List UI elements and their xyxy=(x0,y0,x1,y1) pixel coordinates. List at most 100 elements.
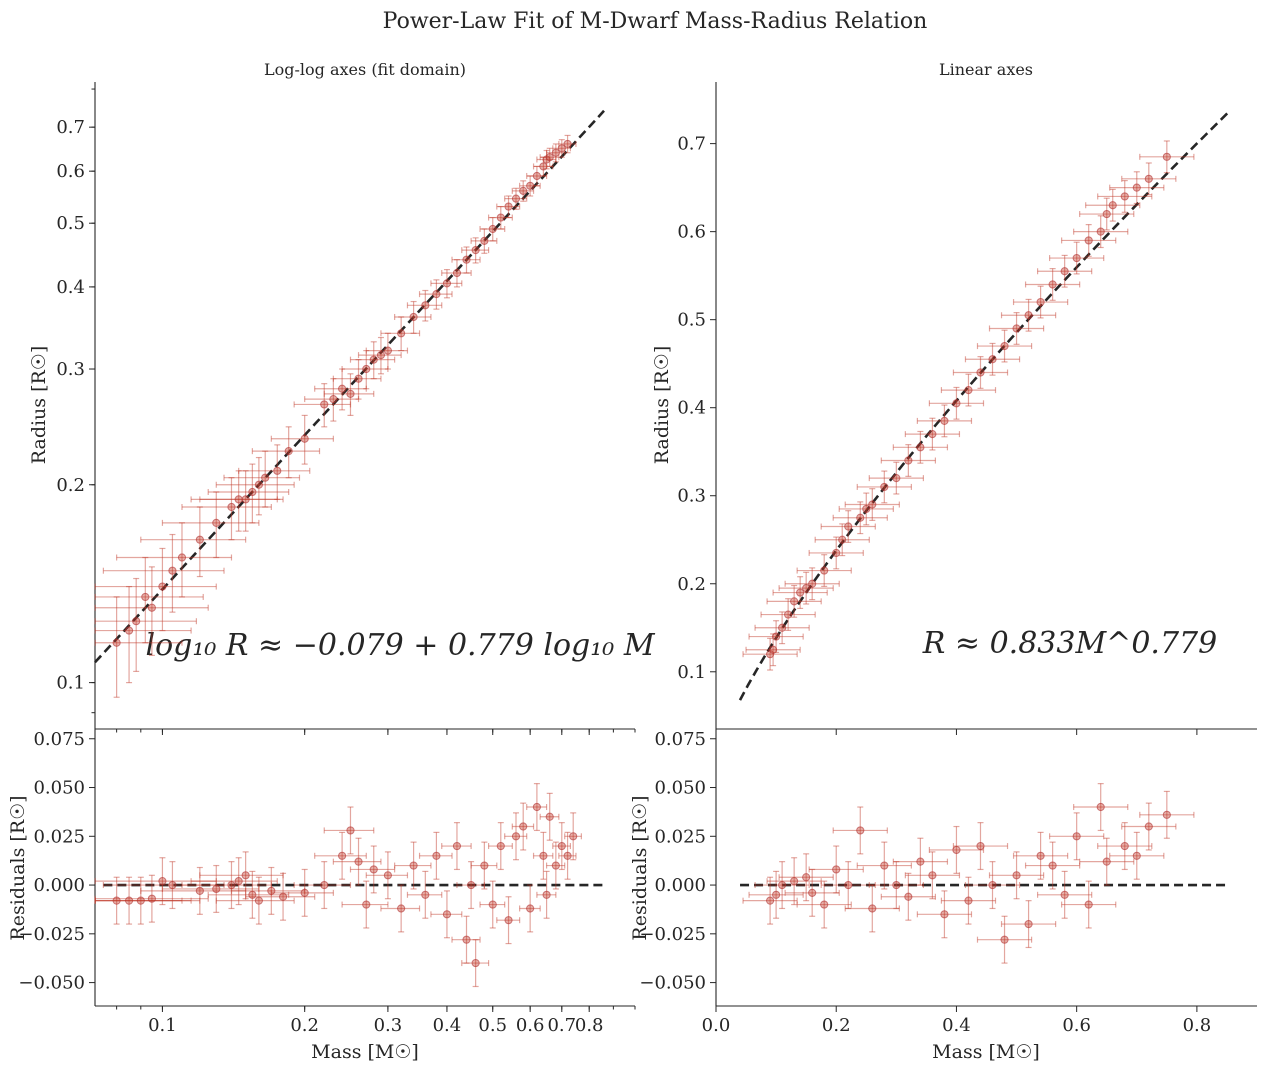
y-tick-label: 0.000 xyxy=(33,875,85,896)
data-point xyxy=(141,592,150,602)
data-point xyxy=(519,822,528,831)
error-bar xyxy=(394,300,432,334)
data-point xyxy=(563,139,572,149)
y-tick-label: 0.050 xyxy=(33,778,85,799)
data-point xyxy=(496,841,505,851)
data-point xyxy=(241,871,250,880)
error-bar xyxy=(341,880,389,929)
error-bar xyxy=(380,316,421,352)
error-bar xyxy=(832,806,888,855)
data-point xyxy=(147,603,156,612)
y-tick-label: 0.5 xyxy=(677,310,706,331)
error-bar xyxy=(532,831,554,880)
error-bar xyxy=(754,861,810,910)
y-tick-label: −0.025 xyxy=(639,924,706,945)
data-point xyxy=(227,502,236,512)
data-point xyxy=(376,350,386,360)
data-point xyxy=(844,880,853,890)
panel-bottom-left: 0.1 0.2 0.3 0.4 0.5 0.6 0.70.8 −0.050 −0.025 0.00… xyxy=(18,729,636,1036)
data-point xyxy=(808,579,817,588)
error-bar xyxy=(406,870,443,919)
data-point xyxy=(545,812,554,821)
ylabel-linear: Radius [R☉] xyxy=(651,346,673,465)
y-tick-label: 0.6 xyxy=(56,161,85,182)
data-point xyxy=(124,626,134,635)
data-point xyxy=(844,522,853,531)
data-point xyxy=(369,355,378,364)
y-tick-label: 0.2 xyxy=(56,475,85,496)
y-tick-label: 0.025 xyxy=(654,826,706,847)
data-point xyxy=(1132,851,1141,860)
error-bar xyxy=(430,890,463,939)
error-bar xyxy=(1049,812,1105,861)
data-point xyxy=(1162,810,1171,819)
data-point xyxy=(112,638,121,647)
error-bar xyxy=(766,857,822,906)
panel-top-right: 0.1 0.2 0.3 0.4 0.5 0.6 0.7 xyxy=(677,82,1257,735)
error-bar xyxy=(418,279,453,310)
data-point xyxy=(545,153,554,162)
error-bar xyxy=(1121,802,1177,851)
data-point xyxy=(868,904,877,913)
error-bar xyxy=(832,501,888,535)
error-bar xyxy=(988,312,1045,345)
error-bar xyxy=(545,841,566,890)
y-tick-label: −0.050 xyxy=(18,973,85,994)
data-point xyxy=(539,162,548,171)
x-tick-label: 0.6 xyxy=(1062,1015,1091,1036)
error-bar xyxy=(988,851,1045,900)
y-tick-label: 0.000 xyxy=(654,875,706,896)
error-bar xyxy=(487,822,513,871)
data-point xyxy=(766,896,775,905)
data-point xyxy=(526,181,535,190)
data-point xyxy=(383,871,392,880)
data-point xyxy=(820,566,829,575)
data-point xyxy=(452,841,462,851)
data-point xyxy=(1084,236,1093,245)
error-bar xyxy=(1061,224,1117,257)
error-bar xyxy=(1109,171,1165,205)
error-bar xyxy=(94,857,217,906)
x-tick-label: 0.6 xyxy=(516,1015,545,1036)
error-bar xyxy=(552,139,572,158)
x-tick-label: 0.3 xyxy=(374,1015,403,1036)
ylabel-residuals-linear: Residuals [R☉] xyxy=(629,795,651,940)
error-bar xyxy=(539,792,560,841)
y-tick-label: 0.025 xyxy=(33,826,85,847)
error-bar xyxy=(1049,241,1105,275)
error-bar xyxy=(964,342,1021,376)
error-bar xyxy=(456,861,485,910)
error-bar xyxy=(1000,900,1057,949)
error-bar xyxy=(323,373,375,417)
x-tick-label: 0.4 xyxy=(942,1015,971,1036)
error-bar xyxy=(1109,831,1165,880)
y-tick-label: 0.3 xyxy=(677,486,706,507)
error-bar xyxy=(223,450,301,508)
error-bar xyxy=(430,268,463,299)
data-point xyxy=(904,892,913,901)
x-tick-label: 0.1 xyxy=(148,1015,177,1036)
figure-suptitle: Power-Law Fit of M-Dwarf Mass-Radius Rel… xyxy=(383,9,928,34)
error-bar xyxy=(964,861,1021,910)
error-bar xyxy=(1061,880,1117,929)
error-bar xyxy=(552,822,572,871)
error-bar xyxy=(470,228,498,254)
y-tick-label: 0.1 xyxy=(56,673,85,694)
data-point xyxy=(300,888,309,897)
data-point xyxy=(964,896,973,905)
error-bar xyxy=(1139,140,1195,174)
error-bar xyxy=(418,831,453,880)
data-point xyxy=(227,880,236,890)
error-bar xyxy=(558,831,577,880)
error-bar xyxy=(928,825,985,874)
data-point xyxy=(300,434,309,443)
error-bar xyxy=(1079,197,1135,231)
error-bar xyxy=(1097,822,1153,871)
error-bar xyxy=(742,876,798,925)
data-point xyxy=(532,171,541,181)
y-tick-label: 0.6 xyxy=(677,222,706,243)
data-point xyxy=(320,880,329,890)
error-bar xyxy=(380,884,421,933)
error-bar xyxy=(844,884,900,933)
panel-bottom-right: 0.0 0.2 0.4 0.6 0.8 −0.050 −0.025 0.000 0.025 0.0… xyxy=(639,729,1257,1036)
